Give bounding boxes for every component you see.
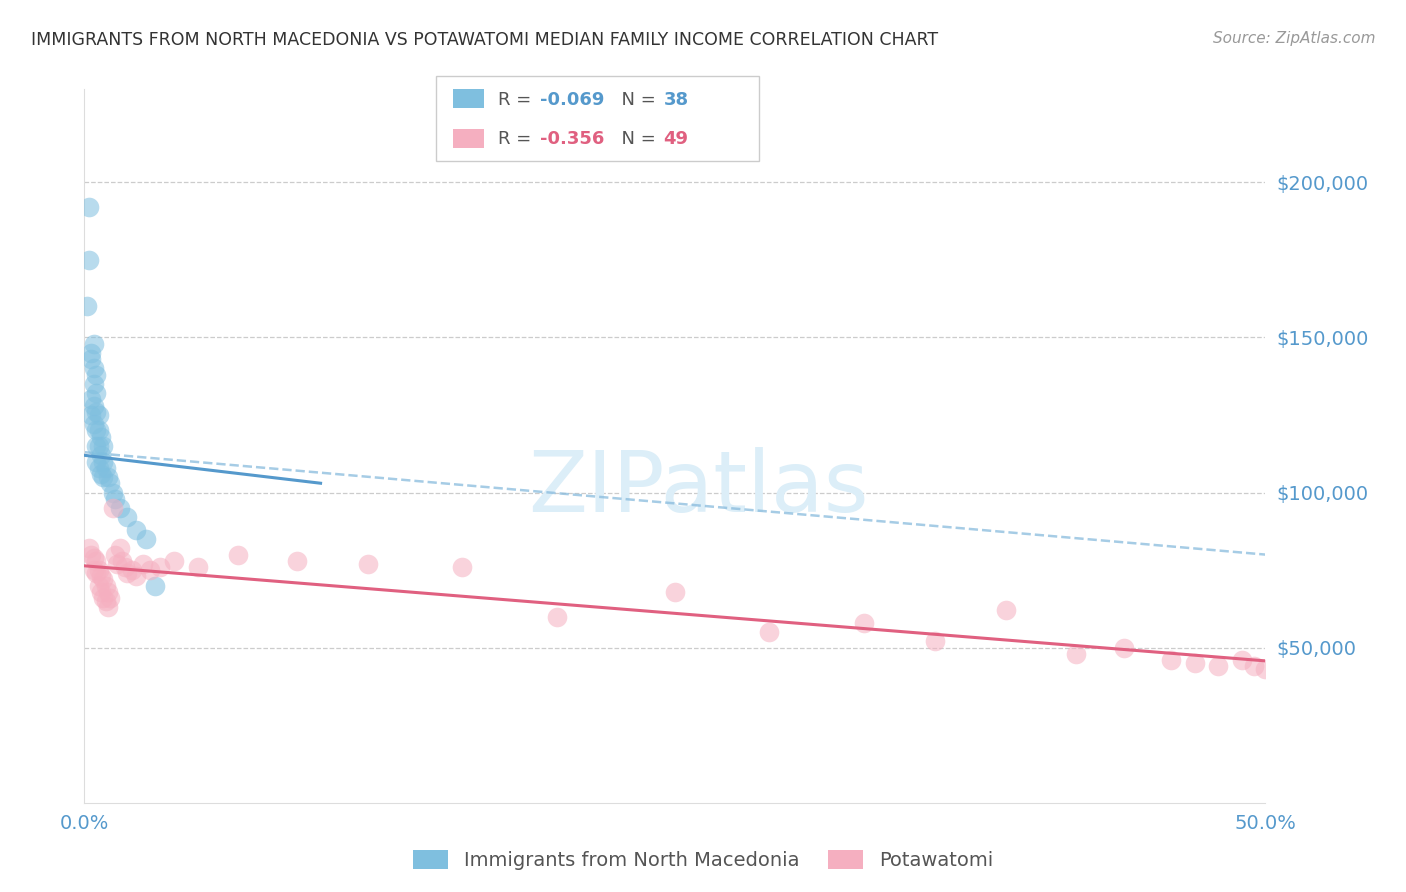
Point [83, 563, 105, 577]
Point [83, 336, 105, 351]
Point [84, 386, 107, 401]
Point [97, 600, 120, 615]
Point [758, 625, 780, 640]
Legend: Immigrants from North Macedonia, Potawatomi: Immigrants from North Macedonia, Potawat… [405, 842, 1001, 878]
Point [84, 405, 107, 419]
Point [1243, 659, 1265, 673]
Point [94, 579, 117, 593]
Point [104, 548, 127, 562]
Point [104, 491, 127, 506]
Point [80, 346, 103, 360]
Point [90, 467, 112, 481]
Point [121, 563, 143, 577]
Point [84, 454, 107, 468]
Point [114, 560, 136, 574]
Point [91, 439, 114, 453]
Point [1112, 640, 1135, 655]
Point [90, 430, 112, 444]
Point [87, 460, 110, 475]
Point [91, 591, 114, 605]
Point [143, 579, 166, 593]
Point [664, 584, 686, 599]
Point [83, 550, 105, 565]
Point [357, 557, 380, 571]
Point [139, 563, 162, 577]
Point [107, 557, 129, 571]
Point [77, 252, 100, 267]
Point [80, 548, 103, 562]
Point [187, 560, 209, 574]
Point [87, 408, 110, 422]
Point [84, 424, 107, 438]
Point [226, 548, 249, 562]
Text: 49: 49 [664, 130, 689, 148]
Text: 38: 38 [664, 91, 689, 109]
Point [83, 399, 105, 413]
Point [87, 424, 110, 438]
Point [76, 299, 98, 313]
Point [94, 594, 117, 608]
Point [83, 361, 105, 376]
Point [108, 541, 131, 556]
Text: R =: R = [498, 91, 537, 109]
Point [546, 609, 568, 624]
Point [87, 579, 110, 593]
Text: Source: ZipAtlas.com: Source: ZipAtlas.com [1212, 31, 1375, 46]
Point [80, 352, 103, 367]
Point [108, 501, 131, 516]
Text: -0.069: -0.069 [540, 91, 605, 109]
Point [98, 476, 121, 491]
Point [1230, 653, 1253, 667]
Point [1184, 656, 1206, 670]
Point [84, 554, 107, 568]
Point [163, 554, 186, 568]
Point [77, 200, 100, 214]
Point [83, 376, 105, 391]
Point [91, 573, 114, 587]
Point [84, 439, 107, 453]
Point [83, 417, 105, 432]
Point [924, 634, 946, 648]
Point [77, 541, 100, 556]
Point [125, 569, 148, 583]
Text: N =: N = [610, 91, 662, 109]
Point [111, 554, 134, 568]
Point [84, 566, 107, 581]
Point [90, 569, 112, 583]
Point [84, 368, 107, 382]
Point [90, 584, 112, 599]
Point [852, 615, 875, 630]
Point [1254, 662, 1277, 676]
Point [90, 448, 112, 462]
Text: ZIPatlas: ZIPatlas [529, 447, 869, 531]
Point [97, 470, 120, 484]
Point [994, 603, 1017, 617]
Point [115, 510, 138, 524]
Point [135, 532, 157, 546]
Point [132, 557, 155, 571]
Text: N =: N = [610, 130, 662, 148]
Point [98, 591, 121, 605]
Point [451, 560, 474, 574]
Text: R =: R = [498, 130, 537, 148]
Text: IMMIGRANTS FROM NORTH MACEDONIA VS POTAWATOMI MEDIAN FAMILY INCOME CORRELATION C: IMMIGRANTS FROM NORTH MACEDONIA VS POTAW… [31, 31, 938, 49]
Point [87, 563, 110, 577]
Point [91, 470, 114, 484]
Point [1160, 653, 1182, 667]
Point [115, 566, 138, 581]
Point [91, 454, 114, 468]
Text: -0.356: -0.356 [540, 130, 605, 148]
Point [97, 584, 120, 599]
Point [149, 560, 172, 574]
Point [80, 392, 103, 407]
Point [101, 501, 124, 516]
Point [80, 408, 103, 422]
Point [1066, 647, 1088, 661]
Point [94, 460, 117, 475]
Point [101, 485, 124, 500]
Point [285, 554, 308, 568]
Point [87, 439, 110, 453]
Point [1206, 659, 1229, 673]
Point [125, 523, 148, 537]
